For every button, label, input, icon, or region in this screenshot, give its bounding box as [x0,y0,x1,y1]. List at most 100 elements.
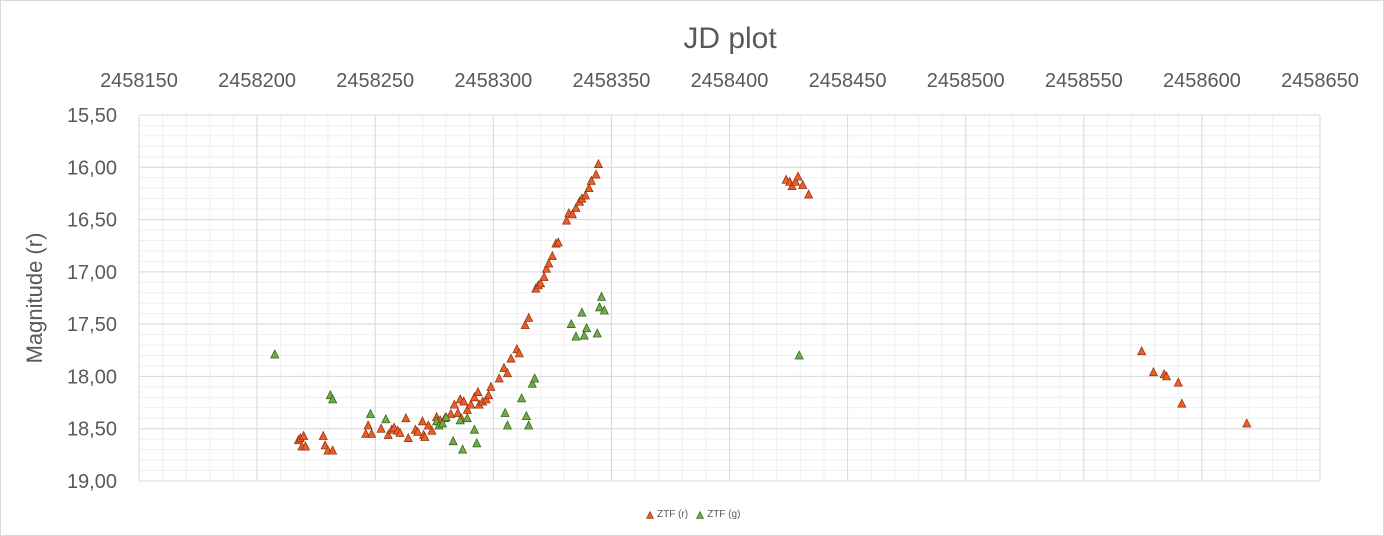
legend-label-ztf-r: ZTF (r) [657,509,689,520]
data-point-ztf-g [595,302,605,312]
x-tick-label: 2458350 [572,70,650,92]
data-point-ztf-r [486,381,496,391]
data-point-ztf-g [577,307,587,317]
data-point-ztf-r [571,202,581,212]
data-point-ztf-g [441,411,451,422]
data-point-ztf-g [381,414,391,424]
series-ztf-r [293,158,1252,455]
data-point-ztf-g [502,420,513,430]
major-gridlines [138,114,1321,482]
data-point-ztf-r [798,179,808,189]
x-tick-label: 2458300 [454,70,532,92]
data-point-ztf-r [469,392,479,402]
x-axis-tick-labels: 2458150 2458200 2458250 2458300 2458350 24584… [100,70,1359,92]
data-point-ztf-r [318,430,328,440]
x-tick-label: 2458500 [927,70,1005,92]
data-point-ztf-g [596,291,607,301]
y-tick-label: 18,00 [67,366,117,388]
data-point-ztf-g [472,438,482,448]
data-point-ztf-g [500,407,510,417]
data-point-ztf-r [376,423,386,433]
data-point-ztf-r [383,429,393,439]
data-point-ztf-r [420,431,430,441]
data-point-ztf-r [395,427,405,437]
data-point-ztf-r [539,271,549,281]
data-point-ztf-r [804,189,814,199]
data-point-ztf-g [462,412,472,423]
data-point-ztf-r [593,158,603,168]
data-point-ztf-g [448,435,458,446]
data-point-ztf-g [592,328,602,338]
data-point-ztf-r [367,428,377,438]
data-point-ztf-r [427,425,437,435]
data-point-ztf-r [300,441,311,451]
data-point-ztf-g [455,415,465,425]
data-point-ztf-r [363,420,373,430]
data-point-ztf-r [413,426,423,436]
x-tick-label: 2458650 [1281,70,1359,92]
data-point-ztf-r [417,416,428,426]
data-point-ztf-r [506,353,516,363]
data-point-ztf-g [530,373,540,383]
data-point-ztf-r [423,420,433,430]
y-tick-label: 16,50 [67,210,117,232]
data-point-ztf-r [547,250,557,261]
data-point-ztf-r [541,263,552,273]
data-point-ztf-g [599,305,609,315]
data-point-ztf-r [1148,366,1159,377]
data-point-ztf-r [446,408,456,418]
triangle-green-icon [696,510,705,519]
x-tick-label: 2458550 [1045,70,1123,92]
data-point-ztf-r [544,258,554,268]
data-point-ztf-r [320,440,330,450]
data-point-ztf-g [328,394,338,404]
triangle-orange-icon [646,510,654,519]
data-point-ztf-r [553,237,563,247]
data-point-ztf-r [361,428,371,438]
data-point-ztf-r [535,278,546,288]
data-point-ztf-r [453,407,463,417]
data-point-ztf-g [437,418,448,428]
data-point-ztf-g [794,350,804,360]
legend: ZTF (r) ZTF (g) [646,509,740,520]
data-point-ztf-g [582,323,592,333]
data-point-ztf-g [469,424,479,434]
data-point-ztf-r [328,445,338,455]
data-point-ztf-r [580,190,590,200]
y-tick-label: 19,00 [67,471,117,493]
data-point-ztf-g [571,331,581,341]
y-tick-label: 16,00 [67,157,117,179]
data-point-ztf-r [586,175,596,185]
data-point-ztf-r [524,312,534,322]
data-point-ztf-r [567,209,577,219]
data-point-ztf-g [270,349,280,359]
data-point-ztf-r [520,319,530,330]
data-point-ztf-r [299,430,309,440]
data-point-ztf-g [365,408,376,418]
data-point-ztf-g [524,420,534,430]
data-point-ztf-r [591,169,601,179]
data-point-ztf-r [584,182,594,193]
data-point-ztf-r [403,432,413,442]
data-point-ztf-r [499,362,509,372]
data-point-ztf-r [494,373,504,383]
y-tick-label: 15,50 [67,105,117,127]
data-point-ztf-r [502,368,513,378]
x-tick-label: 2458200 [218,70,296,92]
x-tick-label: 2458600 [1163,70,1241,92]
x-tick-label: 2458150 [100,70,178,92]
data-point-ztf-r [473,386,483,396]
x-tick-label: 2458450 [809,70,887,92]
data-point-ztf-r [791,176,801,186]
data-point-ztf-g [566,318,576,328]
data-point-ztf-r [1173,377,1183,387]
data-point-ztf-r [484,389,494,400]
series-ztf-g [270,291,804,454]
chart-title: JD plot [683,22,777,55]
data-point-ztf-g [527,378,537,388]
data-point-ztf-g [458,444,468,454]
data-point-ztf-r [561,215,572,225]
y-tick-label: 17,00 [67,262,117,284]
